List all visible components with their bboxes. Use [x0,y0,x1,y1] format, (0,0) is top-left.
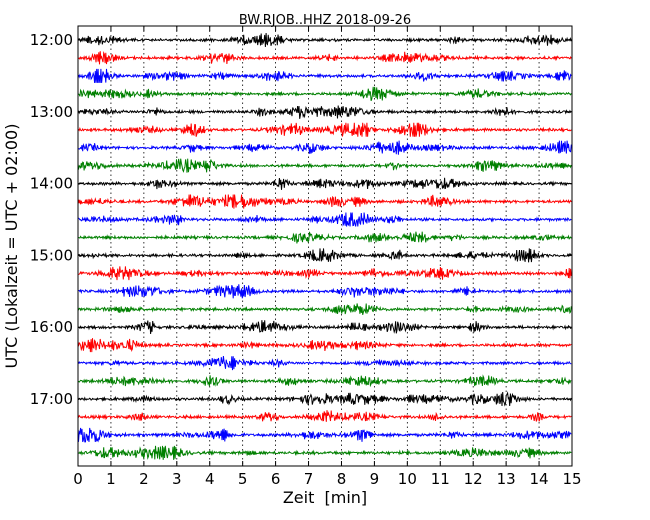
x-tick-label: 3 [172,470,182,488]
x-tick-label: 0 [73,470,83,488]
x-tick-label: 6 [271,470,281,488]
x-tick-label: 15 [562,470,581,488]
seismogram-traces [78,33,572,460]
trace-row [78,140,572,155]
y-axis-label: UTC (Lokalzeit = UTC + 02:00) [2,124,21,369]
trace-row [78,248,572,263]
trace-row [78,410,572,422]
trace-row [78,445,572,460]
x-tick-label: 10 [398,470,417,488]
plot-frame [77,25,573,467]
y-tick-label: 17:00 [30,390,73,408]
trace-row [78,284,572,299]
x-tick-label: 5 [238,470,248,488]
y-tick-label: 15:00 [30,246,73,264]
y-axis: 12:00 13:00 14:00 15:00 16:00 17:00 [30,31,572,408]
y-tick-label: 12:00 [30,31,73,49]
trace-row [78,391,572,407]
trace-row [78,212,572,227]
grid-lines [110,26,540,466]
x-tick-label: 9 [370,470,380,488]
x-tick-label: 12 [464,470,483,488]
trace-row [78,374,572,388]
y-tick-label: 16:00 [30,318,73,336]
trace-row [78,33,572,48]
trace-row [78,68,572,83]
x-tick-label: 1 [106,470,116,488]
chart-title: BW.RJOB..HHZ 2018-09-26 [239,13,411,28]
trace-row [78,320,572,335]
trace-row [78,177,572,190]
y-tick-label: 13:00 [30,103,73,121]
trace-row [78,231,572,244]
x-tick-label: 2 [139,470,149,488]
trace-row [78,158,572,173]
trace-row [78,122,572,137]
y-tick-label: 14:00 [30,175,73,193]
x-tick-label: 4 [205,470,215,488]
trace-row [78,194,572,209]
trace-row [78,86,572,102]
x-tick-label: 13 [497,470,516,488]
trace-row [78,51,572,65]
trace-row [78,266,572,281]
trace-row [78,338,572,353]
trace-row [78,105,572,119]
x-tick-label: 14 [530,470,549,488]
trace-row [78,356,572,371]
x-axis-label: Zeit [min] [283,488,367,507]
x-tick-label: 11 [431,470,450,488]
x-tick-label: 8 [337,470,347,488]
x-axis: 0 1 2 3 4 5 6 7 8 9 10 11 12 13 14 15 [73,26,582,488]
trace-row [78,427,572,443]
trace-row [78,303,572,315]
x-tick-label: 7 [304,470,314,488]
